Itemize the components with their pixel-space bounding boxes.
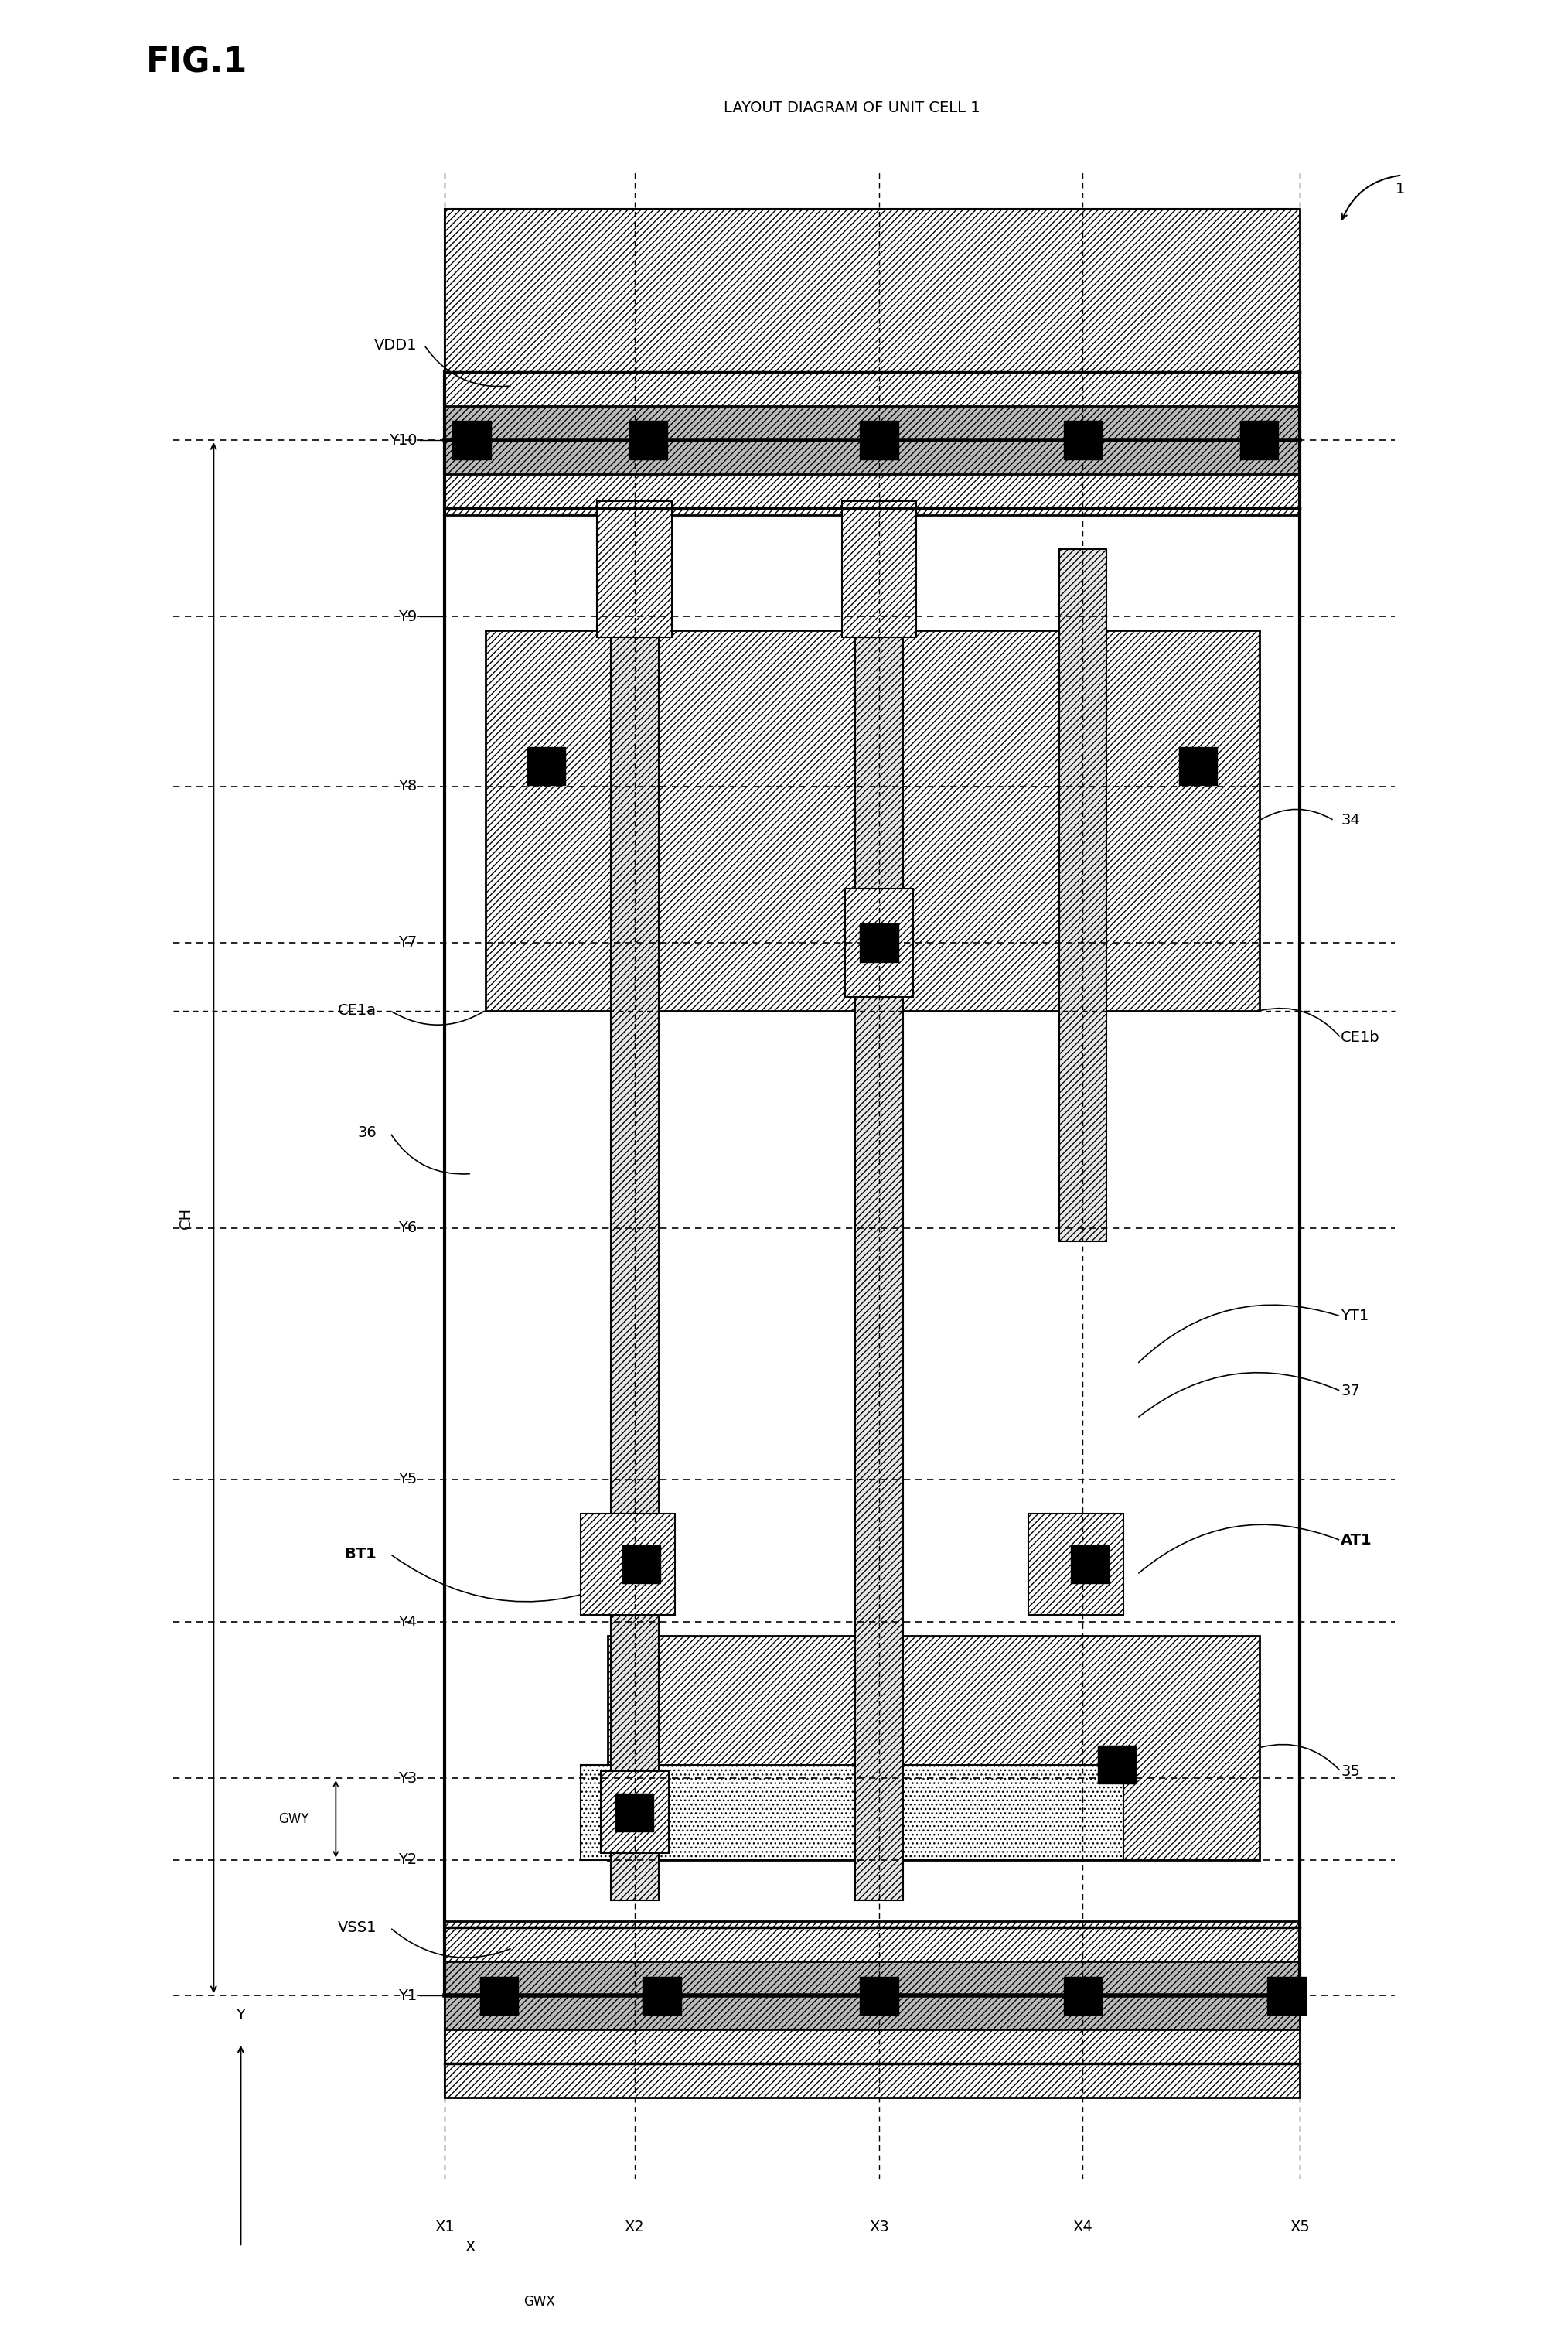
Text: X4: X4 [1073,2221,1093,2235]
Text: 35: 35 [1341,1763,1359,1780]
Bar [629,422,668,460]
Text: X2: X2 [624,2221,644,2235]
Text: 1: 1 [1396,183,1405,197]
Text: Y4: Y4 [398,1616,417,1630]
Bar [1098,1745,1135,1785]
Text: X1: X1 [434,2221,455,2235]
Bar [1058,549,1107,1241]
Text: Y9: Y9 [398,610,417,624]
Text: GWX: GWX [524,2293,555,2307]
Text: Y1: Y1 [398,1989,417,2003]
Text: X: X [464,2239,475,2254]
Bar [612,549,659,1899]
Bar [597,502,673,638]
Text: YT1: YT1 [1341,1309,1369,1323]
Bar [845,889,913,997]
Bar [1029,1513,1124,1616]
Text: AT1: AT1 [1341,1534,1372,1548]
Bar [444,209,1300,2096]
Bar [485,631,1259,1011]
Bar [580,1766,1124,1860]
Bar [1063,1977,1102,2014]
Text: Y3: Y3 [398,1770,417,1785]
Bar [1179,748,1217,786]
Bar [861,924,898,961]
Bar [607,1634,1259,1860]
Text: CE1a: CE1a [337,1004,376,1018]
Text: 36: 36 [358,1126,376,1140]
Text: CE1b: CE1b [1341,1029,1380,1046]
Bar [480,1977,517,2014]
Text: GWY: GWY [278,1813,309,1827]
Text: FIG.1: FIG.1 [146,47,248,80]
Bar [861,422,898,460]
Bar [444,1963,1300,2028]
Text: 34: 34 [1341,814,1359,828]
Bar [444,406,1300,474]
Bar [580,1513,676,1616]
Bar [453,422,491,460]
Bar [527,748,566,786]
Text: Y: Y [237,2007,245,2024]
Text: Y2: Y2 [398,1853,417,1867]
Text: CH: CH [179,1208,193,1229]
Text: LAYOUT DIAGRAM OF UNIT CELL 1: LAYOUT DIAGRAM OF UNIT CELL 1 [724,101,980,115]
Bar [1240,422,1278,460]
Text: X5: X5 [1290,2221,1311,2235]
Bar [643,1977,681,2014]
Text: Y8: Y8 [398,779,417,795]
Text: Y10: Y10 [389,434,417,448]
Text: Y7: Y7 [398,936,417,950]
Bar [842,502,916,638]
Text: X3: X3 [869,2221,889,2235]
Bar [855,549,903,1899]
Bar [1267,1977,1306,2014]
Bar [444,209,1300,516]
Text: VDD1: VDD1 [375,338,417,352]
Bar [861,1977,898,2014]
Text: BT1: BT1 [345,1548,376,1562]
Bar [622,1545,660,1583]
Bar [616,1794,654,1831]
Text: 37: 37 [1341,1384,1359,1398]
Bar [1071,1545,1109,1583]
Text: Y5: Y5 [398,1473,417,1487]
Text: VSS1: VSS1 [337,1921,376,1935]
Bar [1063,422,1102,460]
Text: Y6: Y6 [398,1222,417,1236]
Bar [444,1921,1300,2096]
Bar [601,1770,668,1853]
